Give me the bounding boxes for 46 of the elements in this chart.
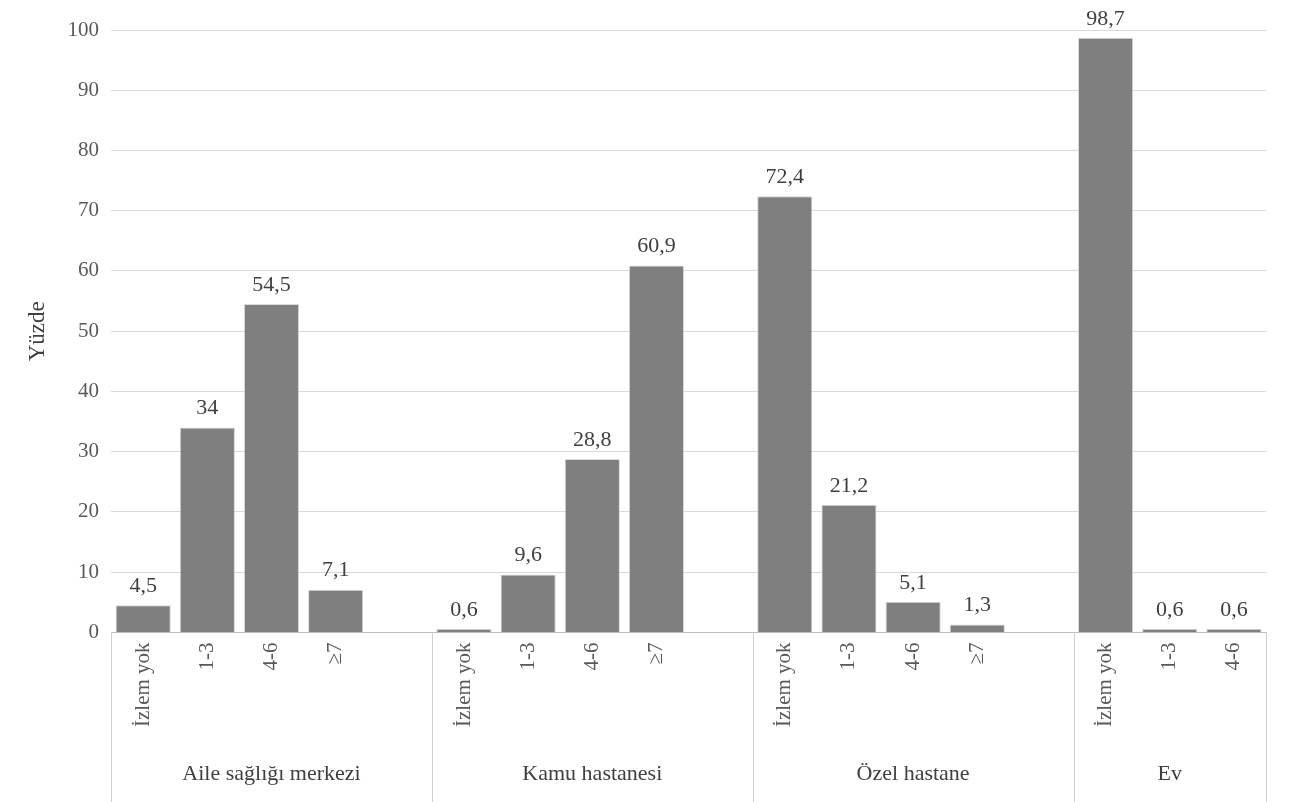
- x-tick-label: 1-3: [835, 642, 860, 671]
- text: Kamu hastanesi: [522, 759, 663, 785]
- data-label: 0,6: [1220, 595, 1248, 621]
- data-label: 4,5: [129, 572, 157, 598]
- x-tick-label: 1-3: [1156, 642, 1181, 671]
- data-label: 5,1: [899, 568, 927, 594]
- y-tick-label: 0: [88, 618, 100, 643]
- x-tick-label: 4-6: [899, 642, 924, 671]
- data-label: 1,3: [963, 591, 992, 617]
- x-tick-label: 4-6: [1220, 642, 1245, 671]
- data-label: 21,2: [829, 471, 869, 497]
- y-tick-label: 30: [78, 438, 100, 463]
- y-axis-title: Yüzde: [23, 301, 49, 362]
- data-label: 9,6: [514, 541, 542, 567]
- text: Ev: [1157, 759, 1182, 785]
- x-tick-label: 4-6: [578, 642, 603, 671]
- x-tick-label: 4-6: [258, 642, 283, 671]
- data-label: 0,6: [450, 595, 478, 621]
- x-tick-label: ≥7: [963, 642, 988, 665]
- data-label: 7,1: [321, 556, 350, 582]
- y-tick-label: 60: [78, 257, 100, 282]
- y-tick-label: 10: [78, 558, 100, 583]
- x-tick-label: İzlem yok: [1092, 641, 1117, 728]
- data-label: 72,4: [765, 163, 805, 189]
- data-label: 54,5: [252, 270, 291, 296]
- text: Aile sağlığı merkezi: [182, 759, 361, 785]
- x-tick-label: İzlem yok: [129, 641, 154, 728]
- y-tick-label: 90: [78, 76, 100, 101]
- y-tick-label: 20: [78, 498, 100, 523]
- y-tick-label: 80: [78, 137, 100, 161]
- y-tick-label: 50: [78, 317, 100, 342]
- x-tick-label: İzlem yok: [450, 641, 475, 728]
- y-tick-label: 40: [78, 377, 100, 402]
- data-label: 34: [196, 394, 219, 420]
- data-label: 60,9: [637, 232, 676, 258]
- x-tick-label: İzlem yok: [771, 641, 796, 728]
- x-tick-label: ≥7: [322, 642, 347, 665]
- y-tick-label: 100: [67, 16, 100, 41]
- y-tick-label: 70: [78, 197, 100, 222]
- text: Özel hastane: [856, 759, 970, 785]
- x-tick-label: ≥7: [642, 642, 667, 665]
- data-label: 98,7: [1086, 4, 1125, 30]
- x-tick-label: 1-3: [193, 642, 218, 671]
- x-tick-label: 1-3: [514, 642, 539, 671]
- data-label: 28,8: [573, 425, 612, 451]
- data-label: 0,6: [1156, 595, 1184, 621]
